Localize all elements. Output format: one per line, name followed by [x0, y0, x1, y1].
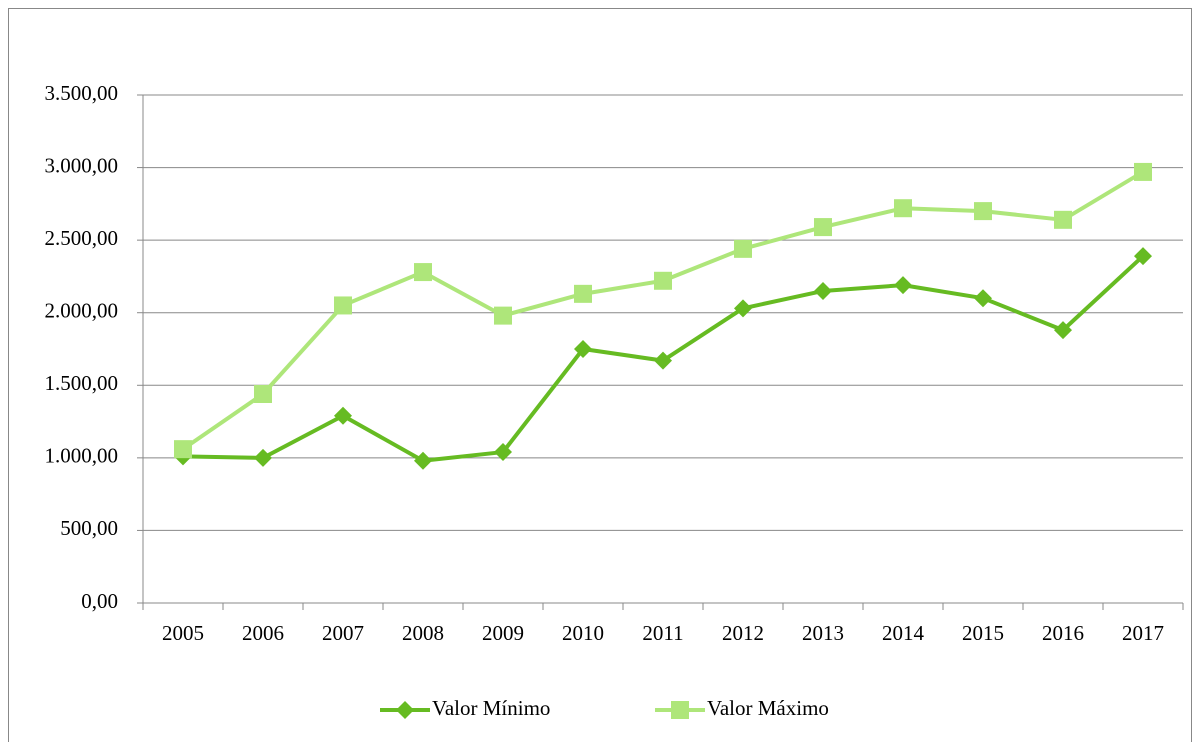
data-point [814, 281, 832, 300]
data-point [574, 284, 592, 303]
data-point [734, 239, 752, 258]
y-tick-label: 2.500,00 [45, 226, 119, 250]
data-point [574, 340, 592, 358]
data-point [334, 296, 352, 315]
series-line [181, 170, 1145, 451]
y-tick-label: 3.500,00 [45, 81, 119, 105]
data-point [654, 271, 672, 290]
y-tick-label: 0,00 [81, 589, 118, 613]
x-tick-label: 2005 [162, 621, 204, 645]
x-tick-label: 2009 [482, 621, 524, 645]
x-tick-label: 2012 [722, 621, 764, 645]
chart-frame [8, 8, 1192, 742]
data-point [974, 289, 992, 308]
data-point [894, 199, 912, 218]
data-point [494, 306, 512, 325]
y-tick-label: 1.500,00 [45, 371, 119, 395]
data-point [1054, 321, 1072, 340]
x-tick-label: 2017 [1122, 621, 1164, 645]
data-point [814, 218, 832, 237]
data-point [254, 448, 272, 467]
data-point [334, 406, 352, 425]
legend-label: Valor Mínimo [432, 696, 550, 720]
data-point [1134, 162, 1152, 181]
x-tick-label: 2011 [642, 621, 683, 645]
x-tick-label: 2010 [562, 621, 604, 645]
x-tick-label: 2006 [242, 621, 284, 645]
y-tick-label: 500,00 [60, 516, 118, 540]
data-point [414, 451, 432, 470]
data-point [414, 263, 432, 282]
y-tick-label: 1.000,00 [45, 444, 119, 468]
y-tick-label: 3.000,00 [45, 153, 119, 177]
data-point [254, 384, 272, 403]
x-tick-label: 2007 [322, 621, 364, 645]
x-tick-label: 2014 [882, 621, 925, 645]
y-tick-label: 2.000,00 [45, 299, 119, 323]
data-point [1134, 247, 1152, 266]
x-tick-label: 2008 [402, 621, 444, 645]
x-tick-label: 2013 [802, 621, 844, 645]
data-point [1054, 210, 1072, 229]
x-tick-label: 2016 [1042, 621, 1084, 645]
data-point [174, 440, 192, 459]
data-point [894, 276, 912, 295]
legend-marker [396, 701, 414, 719]
data-point [654, 351, 672, 370]
data-point [974, 202, 992, 221]
data-point [494, 443, 512, 462]
legend-label: Valor Máximo [707, 696, 829, 720]
x-tick-label: 2015 [962, 621, 1004, 645]
data-point [734, 299, 752, 318]
legend-marker [671, 701, 689, 719]
